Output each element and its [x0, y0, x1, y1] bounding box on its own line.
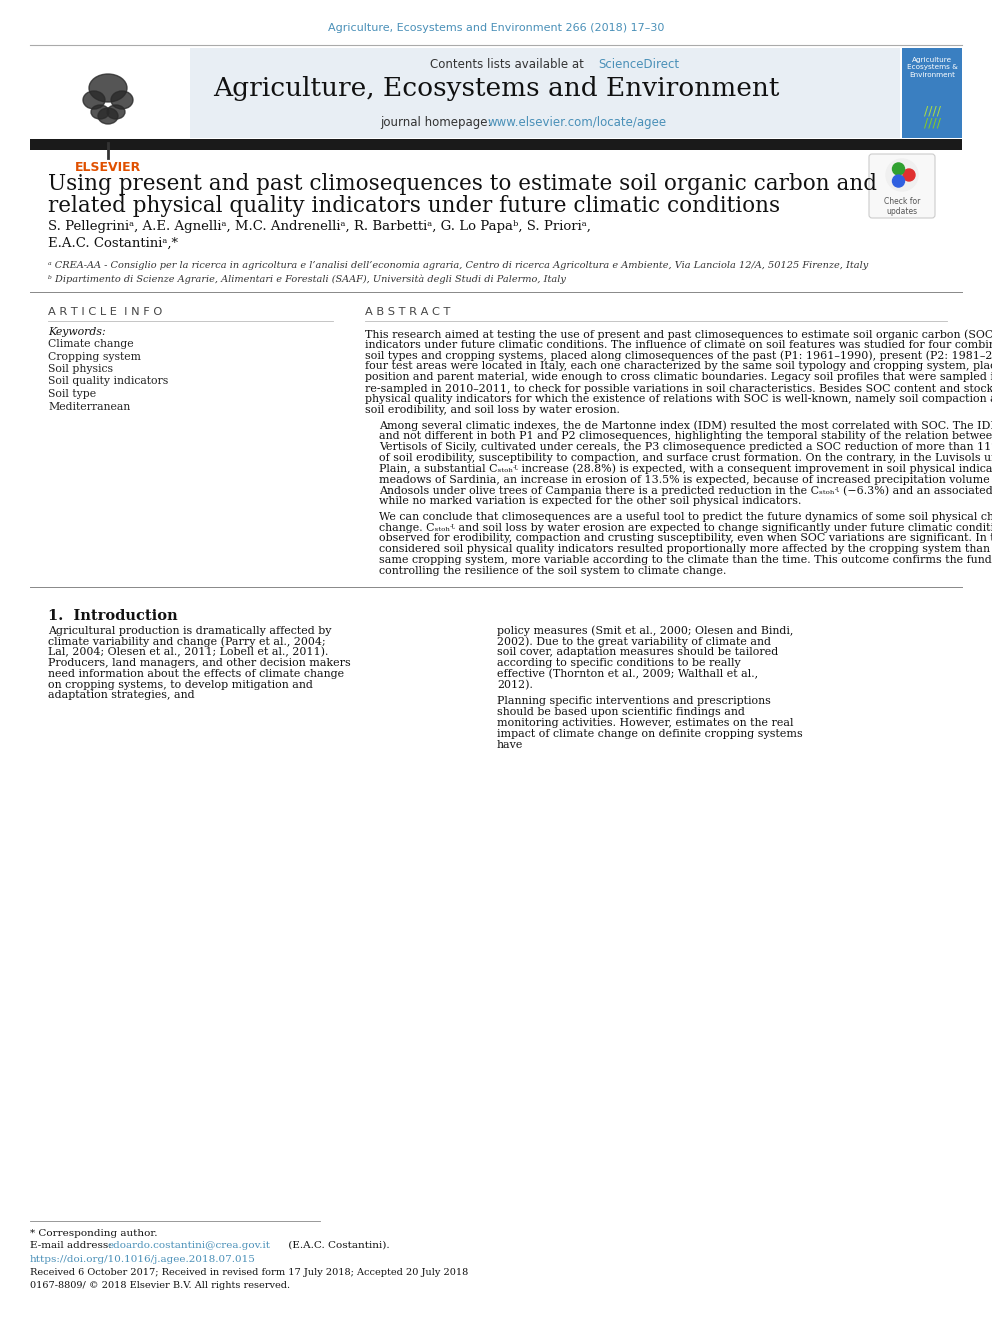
Text: need information about the effects of climate change: need information about the effects of cl… — [48, 669, 344, 679]
Text: controlling the resilience of the soil system to climate change.: controlling the resilience of the soil s… — [379, 566, 726, 576]
Text: soil cover, adaptation measures should be tailored: soil cover, adaptation measures should b… — [497, 647, 779, 658]
FancyBboxPatch shape — [30, 48, 900, 138]
Text: 2012).: 2012). — [497, 680, 533, 689]
FancyBboxPatch shape — [30, 139, 962, 149]
Text: ////: //// — [924, 116, 940, 130]
Text: ᵃ CREA-AA - Consiglio per la ricerca in agricoltura e l’analisi dell’economia ag: ᵃ CREA-AA - Consiglio per la ricerca in … — [48, 261, 868, 270]
Text: Vertisols of Sicily, cultivated under cereals, the P3 climosequence predicted a : Vertisols of Sicily, cultivated under ce… — [379, 442, 992, 452]
Text: observed for erodibility, compaction and crusting susceptibility, even when SOC : observed for erodibility, compaction and… — [379, 533, 992, 544]
Text: Agriculture, Ecosystems and Environment: Agriculture, Ecosystems and Environment — [213, 75, 779, 101]
Text: We can conclude that climosequences are a useful tool to predict the future dyna: We can conclude that climosequences are … — [379, 512, 992, 521]
Text: Climate change: Climate change — [48, 339, 134, 349]
Text: considered soil physical quality indicators resulted proportionally more affecte: considered soil physical quality indicat… — [379, 544, 992, 554]
Text: ELSEVIER: ELSEVIER — [74, 161, 141, 175]
Text: (E.A.C. Costantini).: (E.A.C. Costantini). — [285, 1241, 390, 1250]
Circle shape — [893, 163, 905, 175]
Text: journal homepage:: journal homepage: — [380, 116, 499, 130]
Text: monitoring activities. However, estimates on the real: monitoring activities. However, estimate… — [497, 718, 794, 728]
Text: Andosols under olive trees of Campania there is a predicted reduction in the Cₛₜ: Andosols under olive trees of Campania t… — [379, 486, 992, 496]
Text: physical quality indicators for which the existence of relations with SOC is wel: physical quality indicators for which th… — [365, 394, 992, 404]
Text: This research aimed at testing the use of present and past climosequences to est: This research aimed at testing the use o… — [365, 329, 992, 340]
Text: re-sampled in 2010–2011, to check for possible variations in soil characteristic: re-sampled in 2010–2011, to check for po… — [365, 382, 992, 393]
FancyBboxPatch shape — [30, 48, 190, 183]
Text: edoardo.costantini@crea.gov.it: edoardo.costantini@crea.gov.it — [108, 1241, 271, 1250]
Text: https://doi.org/10.1016/j.agee.2018.07.015: https://doi.org/10.1016/j.agee.2018.07.0… — [30, 1256, 256, 1263]
Text: Plain, a substantial Cₛₜₒₕʵ increase (28.8%) is expected, with a consequent impr: Plain, a substantial Cₛₜₒₕʵ increase (28… — [379, 463, 992, 474]
Ellipse shape — [89, 74, 127, 102]
Text: Soil quality indicators: Soil quality indicators — [48, 377, 169, 386]
Text: ᵇ Dipartimento di Scienze Agrarie, Alimentari e Forestali (SAAF), Università deg: ᵇ Dipartimento di Scienze Agrarie, Alime… — [48, 275, 565, 284]
FancyBboxPatch shape — [902, 48, 962, 138]
Ellipse shape — [91, 105, 109, 119]
Text: position and parent material, wide enough to cross climatic boundaries. Legacy s: position and parent material, wide enoug… — [365, 372, 992, 382]
Text: Among several climatic indexes, the de Martonne index (IDM) resulted the most co: Among several climatic indexes, the de M… — [379, 421, 992, 431]
Ellipse shape — [83, 91, 105, 108]
Text: Cropping system: Cropping system — [48, 352, 141, 361]
Text: meadows of Sardinia, an increase in erosion of 13.5% is expected, because of inc: meadows of Sardinia, an increase in eros… — [379, 475, 992, 486]
Text: 0167-8809/ © 2018 Elsevier B.V. All rights reserved.: 0167-8809/ © 2018 Elsevier B.V. All righ… — [30, 1281, 290, 1290]
Text: while no marked variation is expected for the other soil physical indicators.: while no marked variation is expected fo… — [379, 496, 802, 505]
Text: E.A.C. Costantiniᵃ,*: E.A.C. Costantiniᵃ,* — [48, 237, 178, 250]
Text: Planning specific interventions and prescriptions: Planning specific interventions and pres… — [497, 696, 771, 706]
Text: soil erodibility, and soil loss by water erosion.: soil erodibility, and soil loss by water… — [365, 405, 620, 414]
Text: * Corresponding author.: * Corresponding author. — [30, 1229, 158, 1238]
Text: Using present and past climosequences to estimate soil organic carbon and: Using present and past climosequences to… — [48, 173, 877, 194]
Text: four test areas were located in Italy, each one characterized by the same soil t: four test areas were located in Italy, e… — [365, 361, 992, 372]
Text: climate variability and change (Parry et al., 2004;: climate variability and change (Parry et… — [48, 636, 325, 647]
Circle shape — [903, 169, 915, 181]
Text: A B S T R A C T: A B S T R A C T — [365, 307, 450, 318]
Text: same cropping system, more variable according to the climate than the time. This: same cropping system, more variable acco… — [379, 556, 992, 565]
Text: change. Cₛₜₒₕʵ and soil loss by water erosion are expected to change significant: change. Cₛₜₒₕʵ and soil loss by water er… — [379, 523, 992, 533]
Text: adaptation strategies, and: adaptation strategies, and — [48, 691, 194, 700]
Text: according to specific conditions to be really: according to specific conditions to be r… — [497, 658, 741, 668]
Text: ScienceDirect: ScienceDirect — [598, 58, 680, 71]
Text: Received 6 October 2017; Received in revised form 17 July 2018; Accepted 20 July: Received 6 October 2017; Received in rev… — [30, 1267, 468, 1277]
Text: related physical quality indicators under future climatic conditions: related physical quality indicators unde… — [48, 194, 780, 217]
Text: Keywords:: Keywords: — [48, 327, 105, 337]
Text: effective (Thornton et al., 2009; Walthall et al.,: effective (Thornton et al., 2009; Waltha… — [497, 669, 758, 679]
Text: Soil physics: Soil physics — [48, 364, 113, 374]
Text: Agriculture, Ecosystems and Environment 266 (2018) 17–30: Agriculture, Ecosystems and Environment … — [327, 22, 665, 33]
Text: ////: //// — [924, 105, 940, 118]
FancyBboxPatch shape — [869, 153, 935, 218]
Text: have: have — [497, 740, 524, 750]
Text: Soil type: Soil type — [48, 389, 96, 400]
Text: impact of climate change on definite cropping systems: impact of climate change on definite cro… — [497, 729, 803, 738]
Ellipse shape — [98, 108, 118, 124]
Text: E-mail address:: E-mail address: — [30, 1241, 115, 1250]
Text: indicators under future climatic conditions. The influence of climate on soil fe: indicators under future climatic conditi… — [365, 340, 992, 349]
Circle shape — [893, 175, 905, 187]
Text: 1.  Introduction: 1. Introduction — [48, 609, 178, 623]
Ellipse shape — [107, 105, 125, 119]
Text: Check for
updates: Check for updates — [884, 197, 921, 217]
Text: A R T I C L E  I N F O: A R T I C L E I N F O — [48, 307, 163, 318]
Text: of soil erodibility, susceptibility to compaction, and surface crust formation. : of soil erodibility, susceptibility to c… — [379, 452, 992, 463]
Text: on cropping systems, to develop mitigation and: on cropping systems, to develop mitigati… — [48, 680, 312, 689]
Text: soil types and cropping systems, placed along climosequences of the past (P1: 19: soil types and cropping systems, placed … — [365, 351, 992, 361]
Text: 2002). Due to the great variability of climate and: 2002). Due to the great variability of c… — [497, 636, 771, 647]
Text: and not different in both P1 and P2 climosequences, highlighting the temporal st: and not different in both P1 and P2 clim… — [379, 431, 992, 441]
Text: Agricultural production is dramatically affected by: Agricultural production is dramatically … — [48, 626, 331, 635]
Ellipse shape — [111, 91, 133, 108]
Circle shape — [886, 159, 918, 191]
Text: Agriculture
Ecosystems &
Environment: Agriculture Ecosystems & Environment — [907, 57, 957, 78]
Text: should be based upon scientific findings and: should be based upon scientific findings… — [497, 708, 745, 717]
Text: Producers, land managers, and other decision makers: Producers, land managers, and other deci… — [48, 658, 351, 668]
Text: Mediterranean: Mediterranean — [48, 401, 130, 411]
Text: policy measures (Smit et al., 2000; Olesen and Bindi,: policy measures (Smit et al., 2000; Oles… — [497, 626, 794, 636]
Text: Lal, 2004; Olesen et al., 2011; Lobell et al., 2011).: Lal, 2004; Olesen et al., 2011; Lobell e… — [48, 647, 328, 658]
Text: Contents lists available at: Contents lists available at — [430, 58, 591, 71]
Text: www.elsevier.com/locate/agee: www.elsevier.com/locate/agee — [488, 116, 668, 130]
Text: S. Pellegriniᵃ, A.E. Agnelliᵃ, M.C. Andrenelliᵃ, R. Barbettiᵃ, G. Lo Papaᵇ, S. P: S. Pellegriniᵃ, A.E. Agnelliᵃ, M.C. Andr… — [48, 220, 591, 233]
